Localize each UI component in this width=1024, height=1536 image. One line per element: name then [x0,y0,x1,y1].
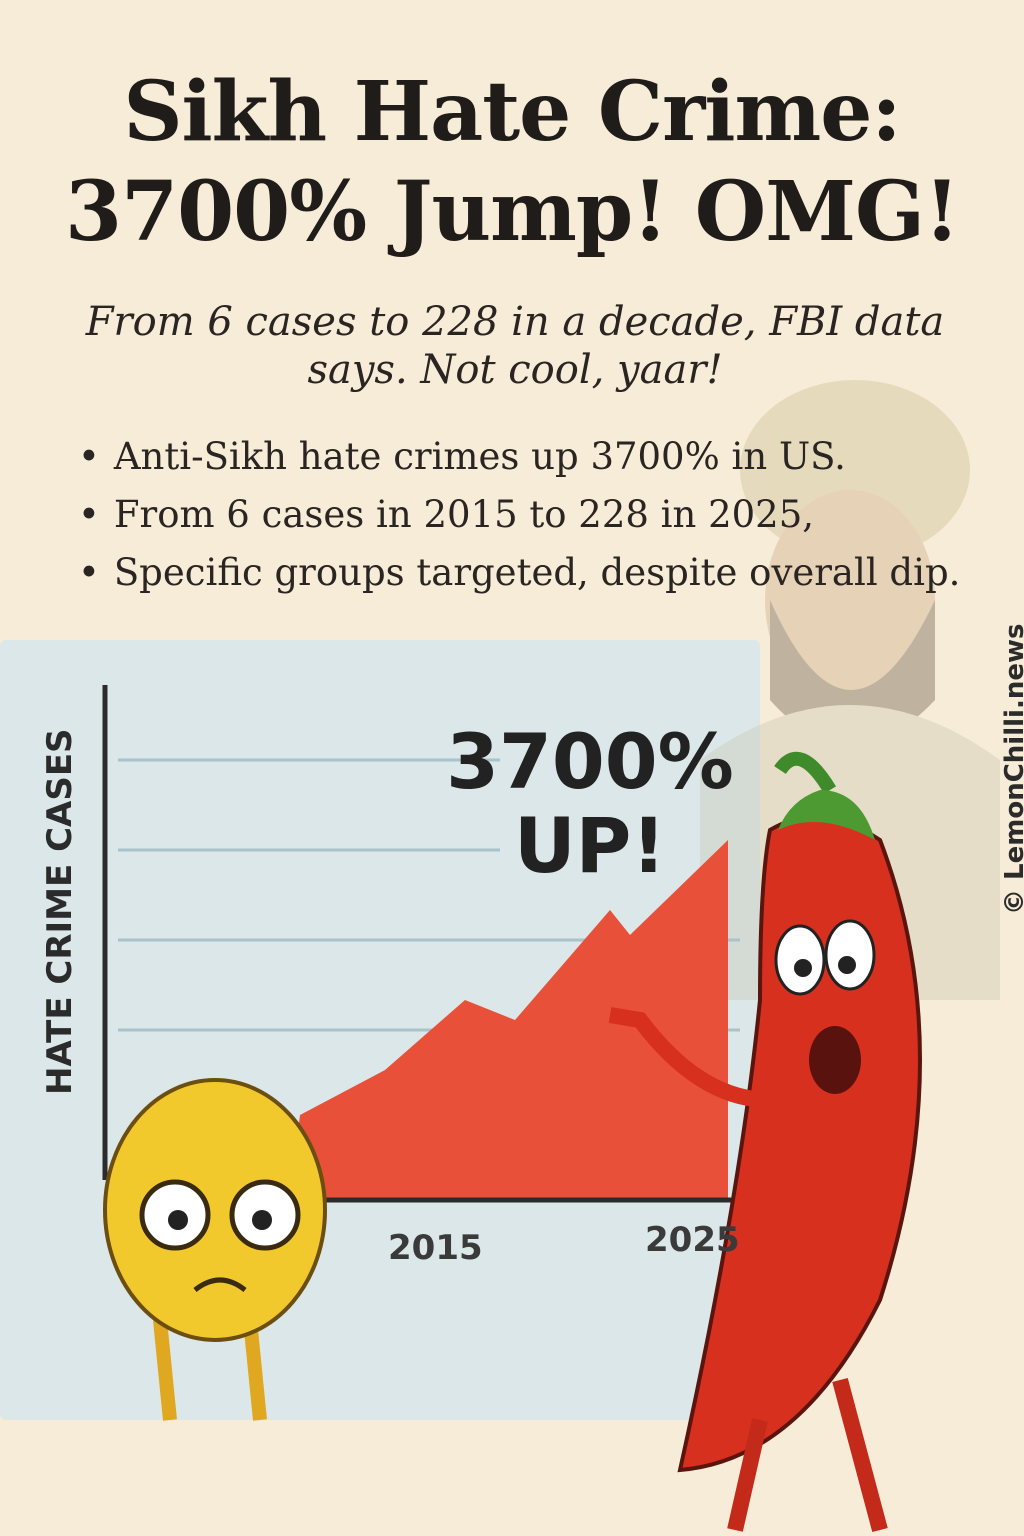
headline-line-1: Sikh Hate Crime: [123,64,901,160]
x-tick-2015: 2015 [388,1228,483,1268]
chili-character [608,751,922,1533]
callout: 3700% UP! [440,720,740,888]
bullet-list: Anti-Sikh hate crimes up 3700% in US. Fr… [78,428,961,602]
watermark: © LemonChilli.news [1000,623,1024,915]
bullet-item: Specific groups targeted, despite overal… [78,544,961,602]
bullet-item: From 6 cases in 2015 to 228 in 2025, [78,486,960,544]
bullet-item: Anti-Sikh hate crimes up 3700% in US. [78,428,960,486]
subtitle: From 6 cases to 228 in a decade, FBI dat… [85,299,945,393]
y-axis-label: HATE CRIME CASES [40,728,80,1095]
rising-area [290,840,728,1200]
callout-up: UP! [513,801,667,890]
headline-line-2: 3700% Jump! OMG! [65,164,960,260]
lemon-character [103,1078,327,1421]
x-tick-2025: 2025 [645,1220,740,1260]
callout-percent: 3700% [446,717,734,806]
headline: Sikh Hate Crime: 3700% Jump! OMG! [0,62,1024,262]
